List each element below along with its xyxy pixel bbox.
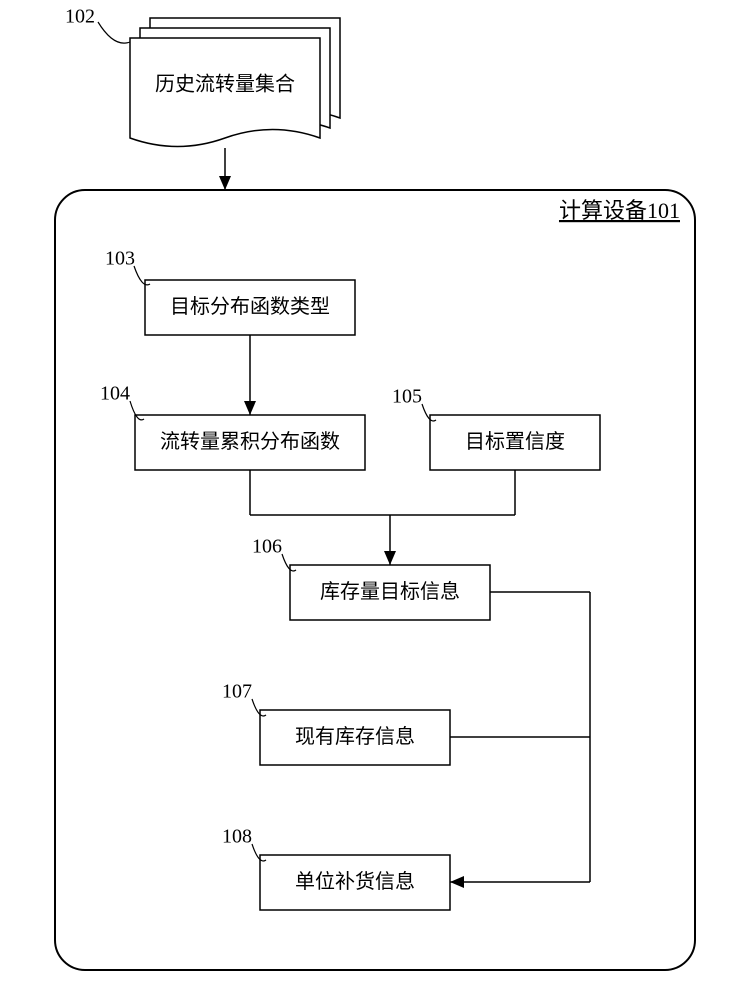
container-title: 计算设备101 [559,198,680,223]
ref-106: 106 [252,536,282,558]
arrowhead-icon [219,176,231,190]
ref-103: 103 [105,248,135,270]
arrowhead-icon [450,876,464,888]
docstack-label: 历史流转量集合 [155,73,295,96]
arrowhead-icon [384,551,396,565]
ref-107: 107 [222,681,252,703]
box-103-label: 目标分布函数类型 [170,295,330,318]
ref-104: 104 [100,383,130,405]
arrowhead-icon [244,401,256,415]
ref-105: 105 [392,386,422,408]
ref-102: 102 [65,6,95,28]
box-105-label: 目标置信度 [465,430,565,453]
leader-102 [98,22,130,43]
box-104-label: 流转量累积分布函数 [160,430,340,453]
ref-108: 108 [222,826,252,848]
box-106-label: 库存量目标信息 [320,580,460,603]
box-108-label: 单位补货信息 [295,870,415,893]
box-107-label: 现有库存信息 [295,725,415,748]
